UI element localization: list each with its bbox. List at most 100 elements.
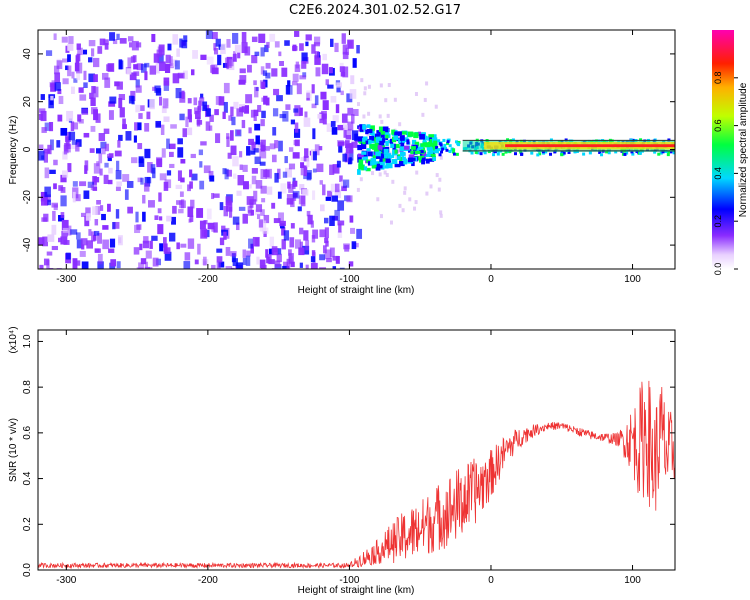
heatmap-cell bbox=[135, 85, 142, 93]
heatmap-cell bbox=[118, 60, 124, 70]
heatmap-cell bbox=[252, 236, 260, 247]
heatmap-cell bbox=[187, 206, 194, 218]
heatmap-cell bbox=[549, 152, 553, 156]
top-y-axis-label: Frequency (Hz) bbox=[8, 116, 19, 185]
y-tick-label: 20 bbox=[22, 96, 33, 108]
heatmap-cell bbox=[175, 184, 183, 190]
heatmap-cell bbox=[326, 123, 333, 132]
heatmap-cell bbox=[279, 113, 287, 119]
heatmap-cell bbox=[239, 164, 243, 170]
heatmap-cell bbox=[166, 170, 172, 176]
heatmap-cell bbox=[65, 65, 69, 71]
heatmap-cell bbox=[215, 133, 221, 144]
heatmap-cell bbox=[128, 95, 134, 104]
heatmap-cell bbox=[332, 266, 337, 269]
heatmap-cell bbox=[385, 141, 389, 147]
heatmap-cell bbox=[288, 163, 296, 170]
heatmap-cell bbox=[208, 170, 214, 180]
heatmap-cell bbox=[283, 261, 289, 269]
heatmap-cell bbox=[135, 211, 139, 223]
heatmap-cell bbox=[411, 157, 416, 161]
heatmap-cell bbox=[99, 38, 106, 46]
heatmap-cell bbox=[213, 43, 217, 51]
heatmap-cell bbox=[211, 67, 219, 75]
heatmap-cell bbox=[108, 153, 114, 158]
heatmap-cell bbox=[51, 245, 58, 251]
heatmap-cell bbox=[126, 68, 132, 75]
heatmap-cell bbox=[218, 96, 225, 106]
heatmap-cell bbox=[169, 56, 173, 66]
heatmap-cell bbox=[315, 67, 321, 77]
heatmap-cell bbox=[331, 127, 338, 135]
colorbar: 0.0 0.2 0.4 0.6 0.8 Normalized spectral ampl… bbox=[712, 30, 749, 275]
heatmap-cell bbox=[230, 130, 234, 141]
heatmap-cell bbox=[213, 222, 218, 233]
heatmap-cell bbox=[79, 94, 87, 101]
heatmap-cell bbox=[306, 156, 310, 168]
heatmap-cell bbox=[474, 150, 478, 154]
heatmap-cell bbox=[391, 159, 398, 165]
heatmap-cell bbox=[232, 258, 238, 267]
heatmap-cell bbox=[152, 86, 157, 91]
x-tick-label: 100 bbox=[624, 575, 641, 586]
heatmap-cell bbox=[260, 209, 265, 216]
heatmap-cell bbox=[196, 208, 204, 218]
heatmap-cell bbox=[169, 232, 176, 242]
heatmap-cell bbox=[319, 254, 326, 261]
heatmap-cell bbox=[374, 140, 379, 146]
heatmap-cell bbox=[349, 89, 357, 99]
heatmap-cell bbox=[414, 200, 418, 205]
heatmap-cell bbox=[328, 67, 333, 74]
heatmap-cell bbox=[162, 98, 169, 109]
heatmap-cell bbox=[394, 131, 399, 136]
heatmap-cell bbox=[476, 151, 480, 155]
heatmap-cell bbox=[281, 67, 288, 77]
snr-panel: -300 -200 -100 0 100 0.0 0.2 0.4 0.6 0.8 1.0 Heig… bbox=[8, 326, 676, 596]
heatmap-cell bbox=[369, 135, 375, 141]
heatmap-cell bbox=[303, 165, 308, 177]
heatmap-cell bbox=[343, 243, 350, 250]
heatmap-cell bbox=[42, 236, 48, 247]
heatmap-cell bbox=[61, 36, 68, 43]
heatmap-cell bbox=[171, 59, 178, 67]
heatmap-cell bbox=[232, 53, 237, 62]
heatmap-cell bbox=[137, 177, 143, 183]
heatmap-cell bbox=[286, 258, 291, 269]
heatmap-cell bbox=[334, 183, 340, 193]
heatmap-cell bbox=[62, 58, 69, 63]
heatmap-cell bbox=[54, 82, 61, 91]
heatmap-cell bbox=[367, 151, 373, 157]
heatmap-cell bbox=[322, 245, 327, 254]
x-tick-label: -100 bbox=[339, 274, 359, 285]
heatmap-cell bbox=[94, 248, 100, 253]
heatmap-cell bbox=[117, 140, 121, 148]
heatmap-cell bbox=[103, 174, 109, 184]
heatmap-cell bbox=[56, 60, 63, 70]
heatmap-cell bbox=[38, 237, 45, 246]
heatmap-cell bbox=[284, 40, 290, 46]
heatmap-cell bbox=[251, 36, 258, 43]
heatmap-band bbox=[505, 144, 675, 148]
heatmap-cell bbox=[396, 156, 401, 160]
heatmap-cell bbox=[385, 158, 391, 163]
heatmap-cell bbox=[249, 202, 254, 208]
heatmap-cell bbox=[290, 261, 295, 268]
heatmap-cell bbox=[146, 111, 151, 120]
heatmap-cell bbox=[60, 127, 68, 136]
heatmap-cell bbox=[247, 205, 253, 213]
x-tick-label: 0 bbox=[488, 274, 494, 285]
heatmap-cell bbox=[307, 170, 312, 180]
heatmap-cell bbox=[177, 170, 182, 181]
heatmap-cell bbox=[73, 78, 78, 83]
heatmap-cell bbox=[99, 168, 103, 176]
heatmap-cell bbox=[638, 151, 642, 155]
bottom-y-ticks: 0.0 0.2 0.4 0.6 0.8 1.0 bbox=[22, 334, 675, 577]
heatmap-cell bbox=[74, 194, 81, 202]
heatmap-cell bbox=[43, 213, 49, 222]
colorbar-gradient bbox=[712, 30, 734, 269]
y-tick-label: -20 bbox=[22, 190, 33, 205]
heatmap-cell bbox=[215, 96, 222, 105]
heatmap-cell bbox=[128, 42, 133, 48]
heatmap-cell bbox=[382, 126, 389, 133]
heatmap-cell bbox=[118, 134, 123, 141]
